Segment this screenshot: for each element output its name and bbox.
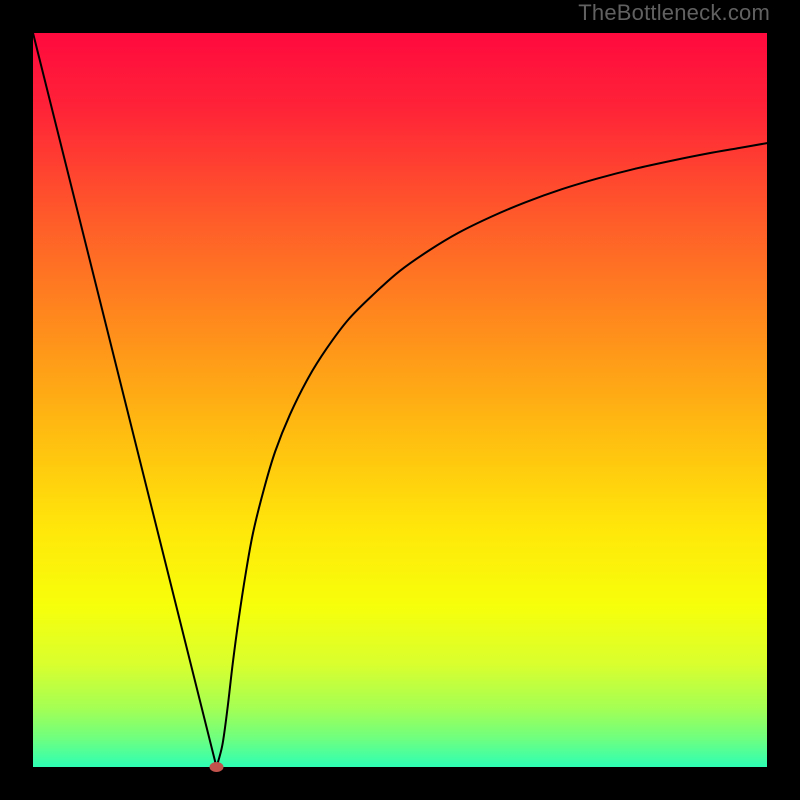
optimum-marker: [210, 762, 224, 772]
watermark-text: TheBottleneck.com: [578, 0, 770, 26]
bottleneck-chart: [0, 0, 800, 800]
plot-background: [33, 33, 767, 767]
